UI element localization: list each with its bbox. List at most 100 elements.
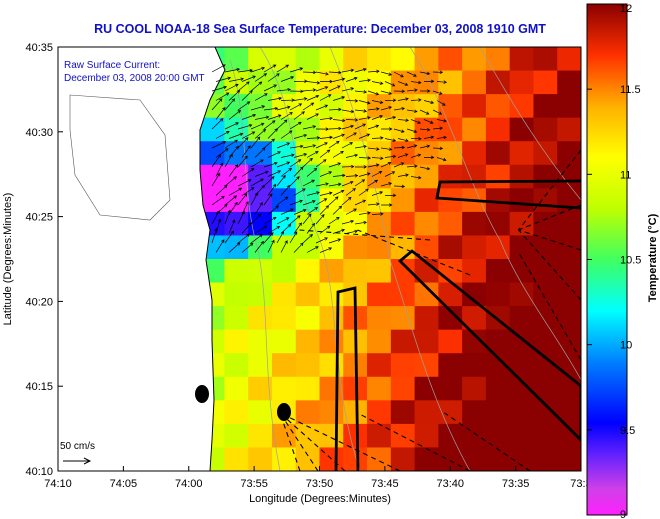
current-vector xyxy=(289,67,304,73)
current-vector xyxy=(406,109,418,113)
sst-cell xyxy=(295,306,321,331)
sst-cell xyxy=(414,47,439,72)
current-vector xyxy=(371,81,384,85)
current-vector xyxy=(315,104,329,111)
sst-cell xyxy=(509,235,535,260)
current-vector xyxy=(289,176,300,187)
current-vector xyxy=(432,90,443,95)
current-vector xyxy=(332,96,346,101)
current-vector xyxy=(358,133,371,139)
current-vector xyxy=(276,142,291,149)
sst-cell xyxy=(271,423,297,449)
current-vector xyxy=(267,96,283,101)
sst-cell xyxy=(367,282,392,307)
current-vector xyxy=(328,70,342,75)
y-tick-label: 40:35 xyxy=(25,42,53,54)
sst-cell xyxy=(248,329,273,354)
sst-cell xyxy=(248,117,273,142)
current-vector xyxy=(345,132,357,139)
sst-cell xyxy=(414,376,439,401)
coastline xyxy=(199,47,226,471)
current-vector xyxy=(358,172,371,177)
sst-cell xyxy=(533,259,558,284)
sst-cell xyxy=(390,188,416,213)
current-vector xyxy=(315,182,329,187)
y-tick-label: 40:30 xyxy=(25,127,53,139)
current-vector xyxy=(406,88,418,92)
current-vector xyxy=(384,138,397,142)
y-tick-label: 40:20 xyxy=(25,296,53,308)
sst-cell xyxy=(533,282,558,307)
current-vector xyxy=(228,90,241,101)
sst-cell xyxy=(295,282,321,307)
transect-line xyxy=(518,229,581,301)
current-vector xyxy=(228,164,239,177)
current-vector xyxy=(380,182,393,187)
sst-cell xyxy=(367,447,392,471)
current-vector xyxy=(397,81,409,86)
current-vector xyxy=(228,187,243,196)
sst-cell xyxy=(557,70,581,95)
current-vector xyxy=(393,145,406,150)
sst-cell xyxy=(438,94,463,119)
buoy-marker-2 xyxy=(277,403,291,421)
sst-cell xyxy=(295,329,321,354)
current-vector xyxy=(345,174,359,178)
current-vector xyxy=(263,216,277,225)
sst-cell xyxy=(224,117,249,142)
current-vector xyxy=(293,111,305,120)
current-vector xyxy=(237,193,248,206)
current-vector xyxy=(384,193,397,198)
zone-diagonal xyxy=(397,249,581,442)
current-vector xyxy=(306,151,319,158)
sst-cell xyxy=(557,47,581,72)
transect-line xyxy=(357,229,471,276)
current-vector xyxy=(393,184,406,189)
sst-cell xyxy=(509,306,535,331)
sst-cell xyxy=(271,94,297,119)
sst-cell xyxy=(438,423,463,449)
sst-cell xyxy=(485,117,511,142)
sst-cell xyxy=(509,164,535,189)
current-vector xyxy=(328,126,342,131)
scale-label: 50 cm/s xyxy=(60,441,95,452)
sst-cell xyxy=(248,47,273,72)
sst-cell xyxy=(533,188,558,213)
sst-cell xyxy=(319,282,344,307)
current-vector xyxy=(276,105,291,111)
sst-cell xyxy=(533,306,558,331)
current-vector xyxy=(250,178,264,187)
current-vector xyxy=(393,71,404,78)
current-vector xyxy=(354,90,368,94)
current-vector xyxy=(302,125,317,130)
x-tick-label: 73:35 xyxy=(502,478,530,490)
sst-cell xyxy=(414,447,439,471)
current-vector xyxy=(332,150,344,158)
sst-cell xyxy=(319,94,344,119)
x-tick-label: 73:50 xyxy=(306,478,334,490)
sst-cell xyxy=(557,94,581,119)
current-vector xyxy=(215,76,232,82)
sst-cell xyxy=(533,423,558,449)
current-vector xyxy=(263,138,275,149)
sst-cell xyxy=(557,306,581,331)
current-vector xyxy=(254,240,264,253)
current-vector xyxy=(358,211,371,215)
sst-cell xyxy=(438,47,463,72)
sst-cell xyxy=(224,376,249,401)
transect-line xyxy=(279,412,401,471)
current-vector xyxy=(267,205,280,215)
sst-cell xyxy=(462,164,487,189)
current-vector xyxy=(254,128,267,139)
sst-cell xyxy=(367,329,392,354)
current-vector xyxy=(371,212,384,216)
zone-narrow xyxy=(334,286,360,471)
current-vector xyxy=(224,209,231,225)
sst-cell xyxy=(533,94,558,119)
colorbar-ticks: 9 9.5 10 10.5 11 11.5 12 xyxy=(587,3,641,519)
current-vector xyxy=(215,184,228,196)
current-vector xyxy=(319,247,333,253)
current-vector xyxy=(419,144,431,149)
sst-cell xyxy=(462,376,487,401)
sst-cell xyxy=(438,70,463,95)
